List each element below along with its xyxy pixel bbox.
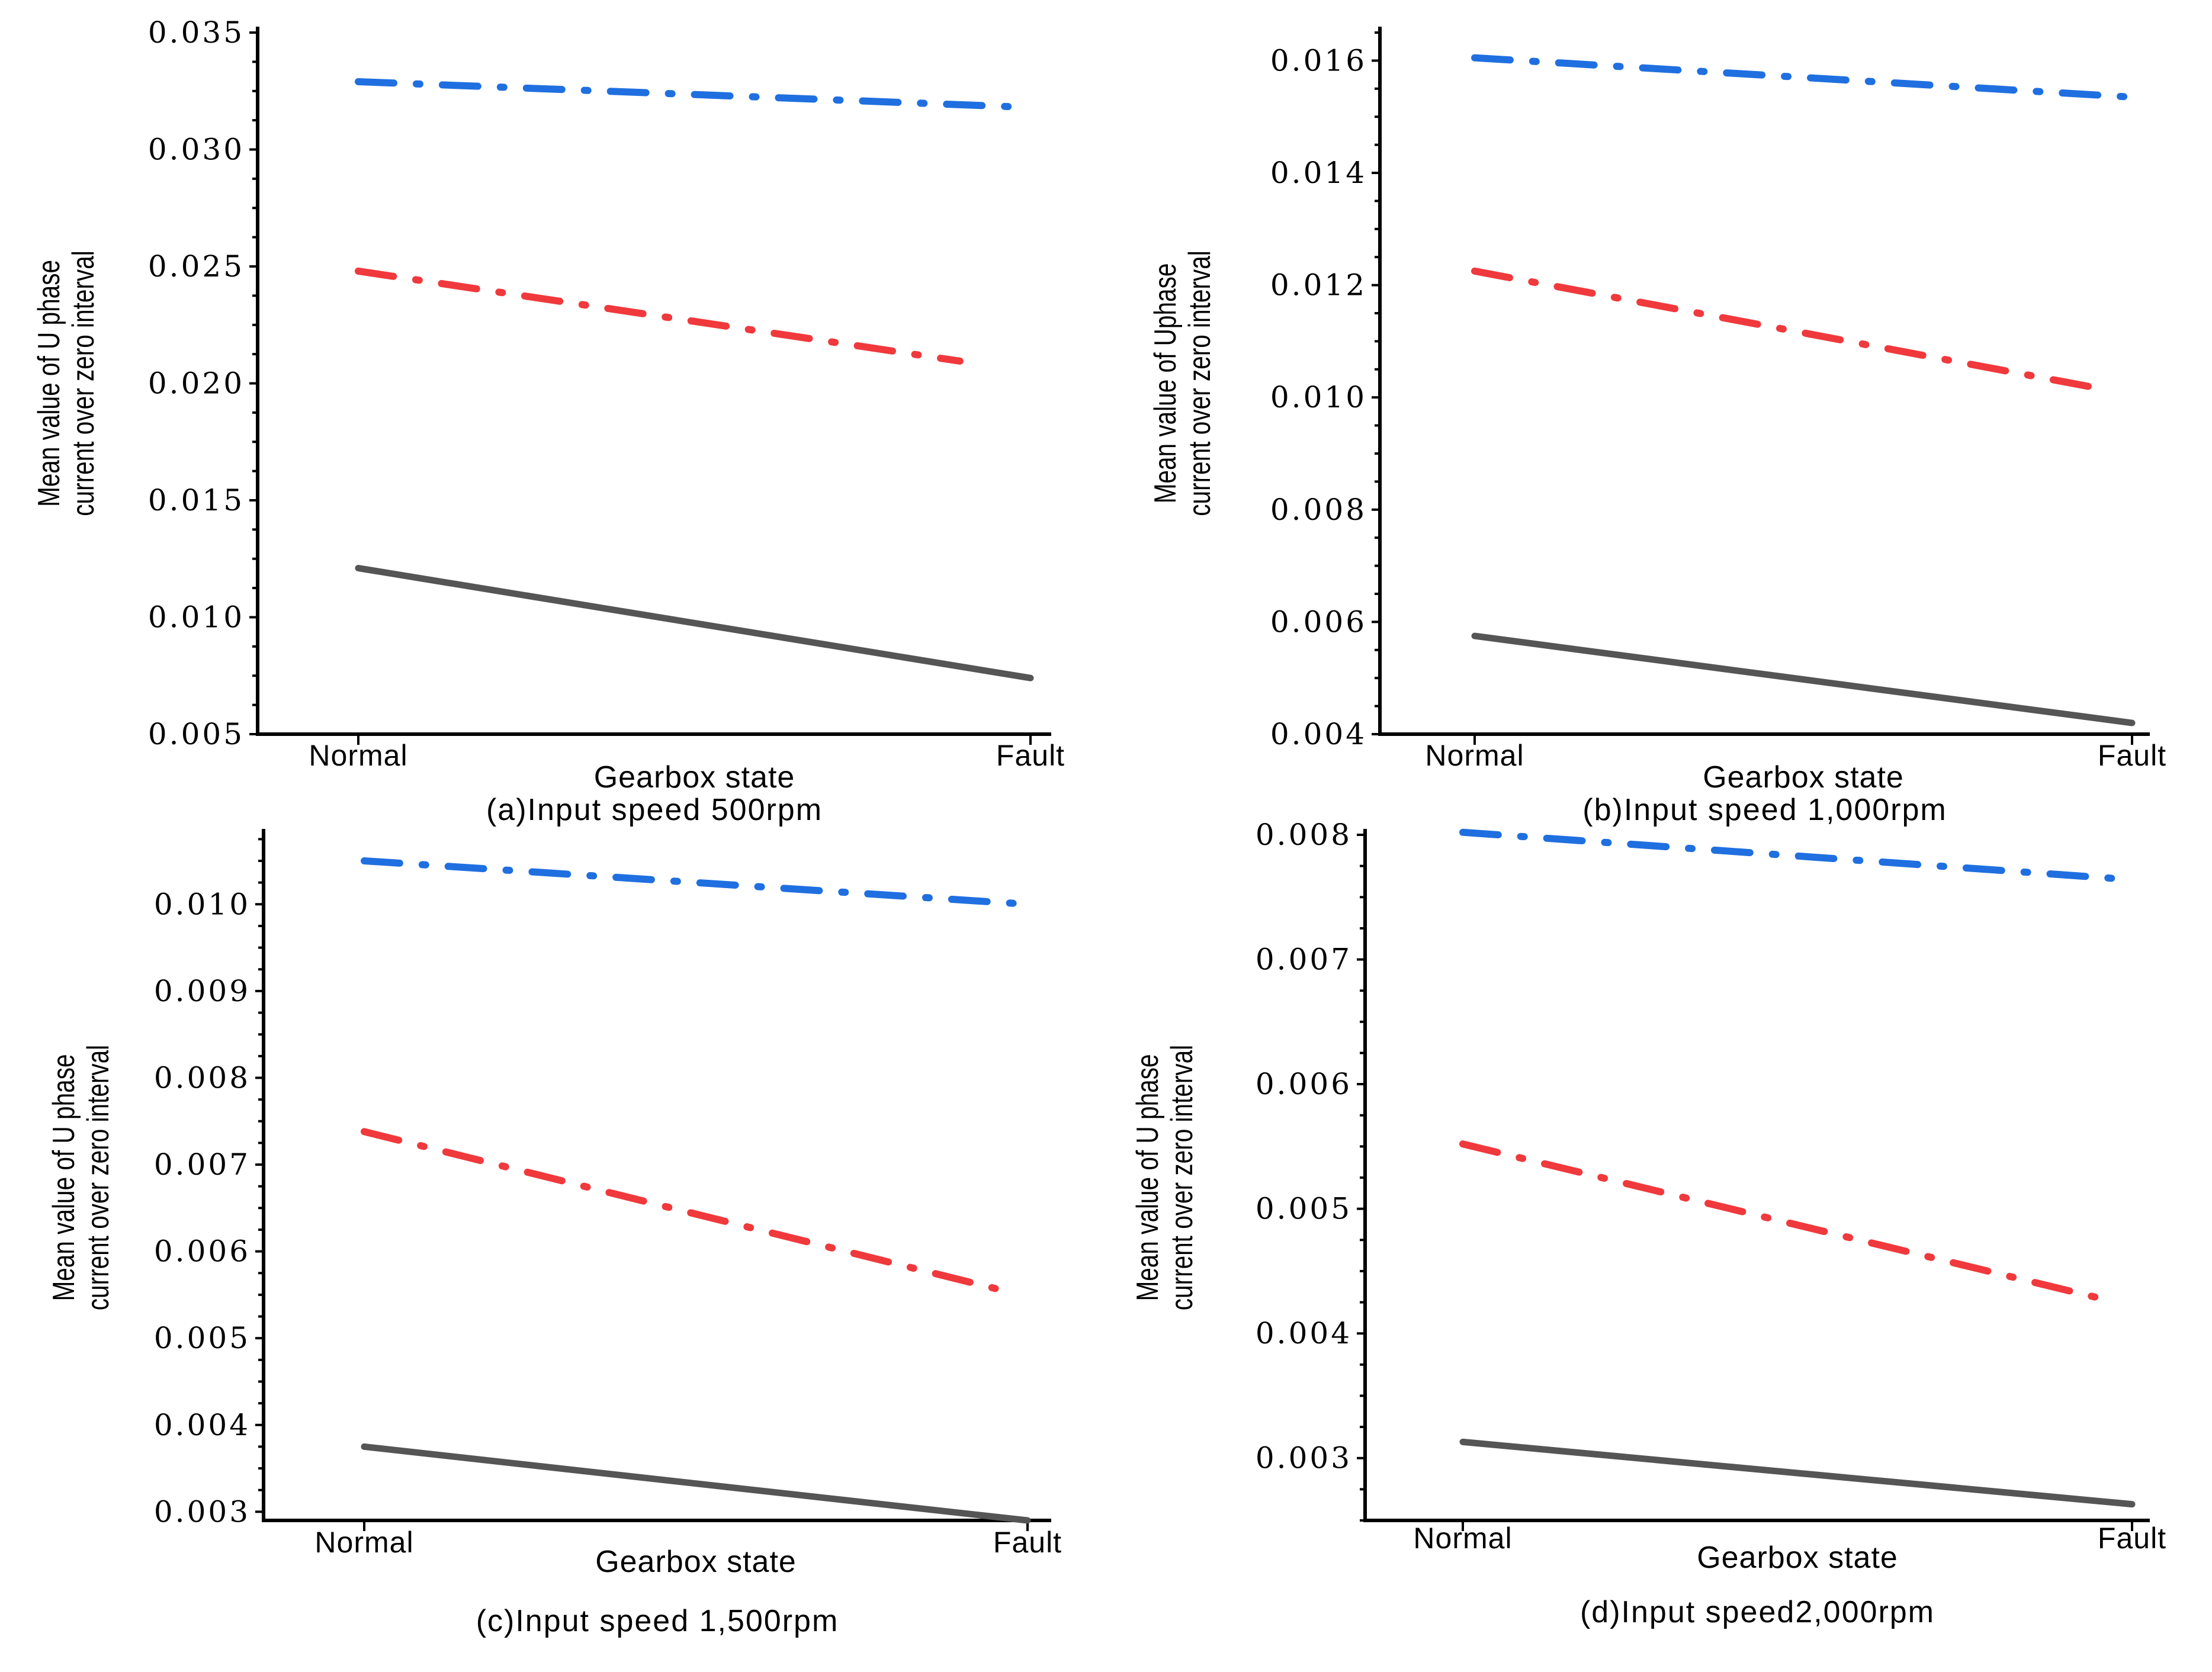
series-line-3: [1459, 1438, 2136, 1508]
y-tick-label: 0.006: [1270, 605, 1367, 639]
y-tick-label: 0.008: [1256, 818, 1352, 852]
y-axis-title-line: current over zero interval: [81, 1045, 115, 1311]
y-tick-label: 0.035: [148, 15, 245, 50]
x-tick-label-normal: Normal: [309, 739, 407, 772]
y-tick-label: 0.020: [148, 366, 245, 401]
y-tick-label: 0.006: [154, 1234, 251, 1269]
series-line-2: [361, 1128, 1012, 1295]
y-tick-label: 0.004: [154, 1408, 251, 1442]
y-tick-label: 0.005: [1256, 1192, 1352, 1226]
chart-panel-d: 0.003 0.004 0.005 0.006 0.007 0.008 Normal Faul…: [1130, 818, 2166, 1629]
y-tick-label: 0.010: [154, 887, 251, 921]
x-tick-label-normal: Normal: [1413, 1522, 1512, 1555]
x-axis-title: Gearbox state: [1697, 1541, 1898, 1575]
y-tick-label: 0.008: [154, 1060, 251, 1095]
y-tick-label: 0.004: [1256, 1316, 1352, 1351]
y-tick-label: 0.007: [154, 1147, 251, 1182]
y-axis-title: Mean value of U phase current over zero i…: [46, 1045, 115, 1311]
y-tick-label: 0.008: [1270, 493, 1367, 527]
panel-caption: (c)Input speed 1,500rpm: [476, 1604, 839, 1638]
x-axis-title: Gearbox state: [594, 760, 795, 795]
y-tick-label: 0.010: [148, 600, 245, 635]
panel-caption: (b)Input speed 1,000rpm: [1582, 793, 1947, 827]
y-tick-label: 0.009: [154, 974, 251, 1008]
y-tick-label: 0.003: [1256, 1441, 1352, 1475]
y-tick-label: 0.007: [1256, 943, 1352, 977]
chart-panel-b: 0.004 0.006 0.008 0.010 0.012 0.014 0.016 Norma…: [1148, 27, 2166, 827]
series-line-2: [1459, 1140, 2116, 1305]
panel-caption: (a)Input speed 500rpm: [486, 793, 823, 827]
y-tick-label: 0.005: [154, 1321, 251, 1355]
y-tick-label: 0.012: [1270, 268, 1367, 303]
series-line-3: [361, 1443, 1031, 1524]
chart-panel-c: 0.003 0.004 0.005 0.006 0.007 0.008 0.009 0.010…: [46, 829, 1062, 1638]
y-axis-title: Mean value of Uphase current over zero in…: [1148, 250, 1216, 516]
series-line-2: [1471, 267, 2110, 394]
y-tick-label: 0.003: [154, 1494, 251, 1529]
panel-caption: (d)Input speed2,000rpm: [1580, 1595, 1935, 1629]
x-tick-label-fault: Fault: [996, 739, 1065, 772]
y-axis-title-line: current over zero interval: [66, 250, 100, 516]
series-line-1: [1459, 828, 2136, 883]
x-axis-title: Gearbox state: [595, 1545, 797, 1579]
y-tick-label: 0.016: [1270, 43, 1367, 78]
y-tick-label: 0.025: [148, 249, 245, 284]
y-axis-title-line: current over zero interval: [1182, 250, 1216, 516]
y-axis-title-line: current over zero interval: [1164, 1045, 1199, 1311]
series-line-1: [1471, 54, 2136, 101]
y-tick-label: 0.014: [1270, 156, 1367, 190]
y-tick-label: 0.006: [1256, 1067, 1352, 1101]
x-tick-label-normal: Normal: [1425, 739, 1524, 772]
chart-panel-a: 0.005 0.010 0.015 0.020 0.025 0.030 0.035 Norma…: [31, 15, 1065, 827]
y-axis-title-line: Mean value of U phase: [46, 1054, 81, 1301]
series-line-1: [355, 78, 1034, 111]
series-line-3: [1471, 632, 2136, 726]
y-tick-label: 0.004: [1270, 717, 1367, 751]
y-axis-title-line: Mean value of Uphase: [1148, 263, 1182, 504]
x-tick-label-fault: Fault: [2098, 1522, 2166, 1555]
y-axis-title-line: Mean value of U phase: [1130, 1054, 1164, 1301]
y-tick-label: 0.030: [148, 133, 245, 167]
x-tick-label-normal: Normal: [314, 1526, 413, 1559]
series-line-2: [355, 267, 964, 365]
y-tick-label: 0.005: [148, 717, 245, 751]
y-axis-title-line: Mean value of U phase: [31, 260, 66, 507]
series-line-1: [361, 857, 1031, 908]
y-tick-label: 0.010: [1270, 380, 1367, 414]
y-axis-title: Mean value of U phase current over zero i…: [31, 250, 100, 516]
series-line-3: [355, 565, 1034, 681]
x-axis-title: Gearbox state: [1703, 760, 1904, 795]
y-axis-title: Mean value of U phase current over zero i…: [1130, 1045, 1199, 1311]
x-tick-label-fault: Fault: [2098, 739, 2166, 772]
x-tick-label-fault: Fault: [993, 1526, 1062, 1559]
y-tick-label: 0.015: [148, 483, 245, 517]
